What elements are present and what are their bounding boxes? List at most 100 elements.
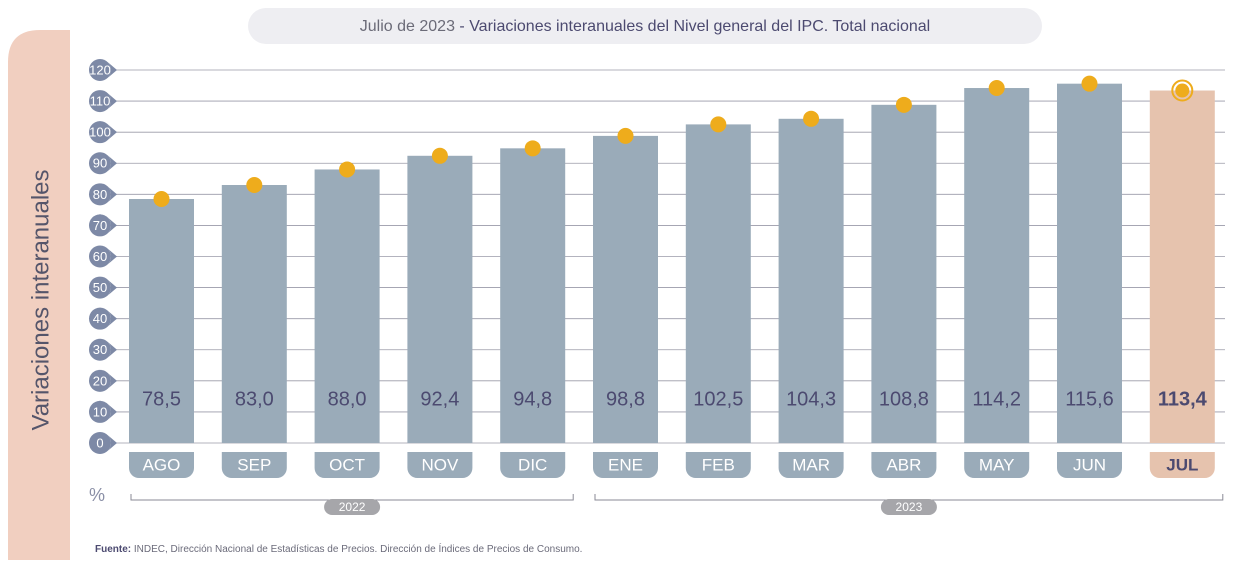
y-tick-badge [88, 245, 117, 265]
dot [895, 96, 912, 113]
y-tick-label: 30 [93, 342, 107, 357]
dot [803, 110, 820, 127]
bar [778, 118, 844, 443]
value-label: 108,8 [879, 388, 929, 410]
y-tick-badge [88, 121, 117, 141]
title-main: - Variaciones interanuales del Nivel gen… [455, 18, 930, 35]
year-label: 2022 [339, 500, 366, 514]
y-tick-badge-circle [89, 400, 111, 423]
y-tick-badge-circle [89, 369, 111, 392]
x-tick-label: MAY [979, 455, 1015, 474]
bar [407, 155, 473, 444]
dot [1175, 83, 1190, 98]
y-tick-badge [88, 276, 117, 297]
dot [153, 190, 170, 207]
y-tick-label: 20 [93, 373, 107, 388]
y-tick-badge-circle [89, 432, 111, 454]
y-tick-badge [88, 369, 117, 390]
bar [500, 148, 566, 443]
bar [964, 88, 1030, 444]
dot [431, 147, 448, 164]
bar [129, 198, 194, 443]
dot [339, 161, 356, 178]
bar [1149, 90, 1215, 443]
side-panel [8, 30, 70, 560]
y-tick-label: 0 [96, 435, 103, 450]
y-tick-label: 10 [93, 404, 107, 419]
year-pill [324, 499, 381, 515]
y-tick-badge [88, 400, 117, 421]
category-pill [964, 452, 1030, 478]
y-tick-label: 60 [93, 249, 107, 264]
y-tick-badge-circle [89, 183, 111, 206]
category-pill [1149, 452, 1215, 478]
bar [685, 124, 751, 443]
value-label: 104,3 [786, 388, 836, 410]
category-pill [129, 452, 194, 478]
x-tick-label: ABR [886, 455, 921, 474]
y-tick-badge-circle [89, 121, 111, 144]
title-pill [248, 8, 1042, 44]
category-pill [500, 452, 566, 478]
category-pill [221, 452, 287, 478]
value-label: 92,4 [420, 388, 459, 410]
bar [1057, 83, 1122, 443]
x-tick-label: FEB [702, 455, 735, 474]
y-tick-label: 50 [93, 280, 107, 295]
x-tick-label: JUN [1073, 455, 1106, 474]
category-pill [685, 452, 751, 478]
y-tick-label: 110 [90, 94, 111, 109]
value-label: 102,5 [693, 388, 743, 410]
category-pill [871, 452, 937, 478]
value-label: 88,0 [328, 388, 367, 410]
y-tick-badge [88, 338, 117, 359]
year-label: 2023 [896, 500, 923, 514]
dot [617, 127, 634, 144]
value-label: 94,8 [513, 388, 552, 410]
x-tick-label: AGO [143, 455, 181, 474]
bar [314, 169, 380, 443]
y-tick-badge [88, 183, 117, 203]
value-label: 114,2 [972, 388, 1021, 410]
y-tick-badge [88, 214, 117, 234]
y-tick-badge-circle [89, 59, 111, 81]
y-tick-badge [88, 58, 117, 79]
y-tick-badge-circle [89, 214, 111, 237]
x-tick-label: DIC [518, 455, 547, 474]
dot [246, 177, 263, 194]
bar [871, 104, 937, 444]
y-tick-badge [88, 431, 117, 452]
y-axis-label: Variaciones interanuales [27, 169, 54, 430]
value-label: 98,8 [606, 388, 645, 410]
title-prefix: Julio de 2023 [360, 18, 455, 35]
year-pill [880, 499, 937, 515]
category-pill [778, 452, 844, 478]
category-pill [593, 452, 658, 478]
y-tick-badge-circle [89, 245, 111, 268]
y-tick-badge [88, 307, 117, 328]
category-pill [314, 452, 380, 478]
y-tick-badge [88, 90, 117, 110]
y-tick-badge-circle [89, 90, 111, 113]
y-tick-label: 80 [93, 187, 107, 202]
x-tick-label: OCT [329, 455, 365, 474]
y-tick-label: 70 [93, 218, 107, 233]
source: Fuente: INDEC, Dirección Nacional de Est… [95, 542, 582, 555]
y-tick-badge-circle [89, 307, 111, 330]
x-tick-label: NOV [421, 455, 459, 474]
category-pill [1057, 452, 1122, 478]
y-tick-label: 120 [89, 62, 111, 77]
dot [988, 80, 1005, 97]
value-label: 115,6 [1065, 388, 1114, 410]
y-tick-badge-circle [89, 152, 111, 175]
y-tick-label: 40 [93, 311, 107, 326]
y-tick-label: 90 [93, 156, 107, 171]
category-pill [407, 452, 473, 478]
chart-title: Julio de 2023 - Variaciones interanuales… [360, 18, 930, 35]
source-text: INDEC, Dirección Nacional de Estadística… [131, 542, 582, 555]
dot [1081, 75, 1098, 92]
x-tick-label: JUL [1166, 455, 1198, 474]
value-label: 113,4 [1158, 388, 1208, 410]
